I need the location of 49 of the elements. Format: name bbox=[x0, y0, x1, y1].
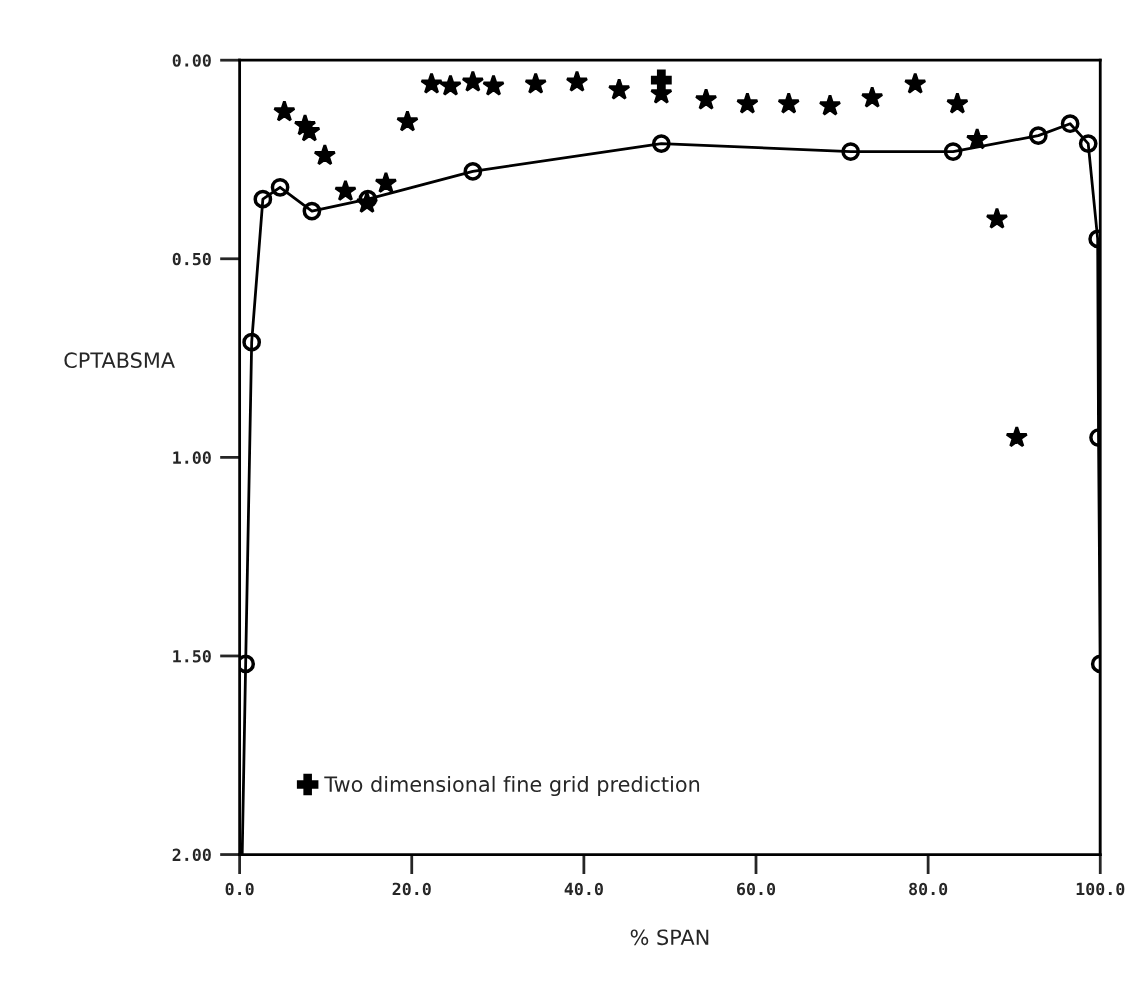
x-tick-label: 80.0 bbox=[909, 882, 948, 896]
point bbox=[270, 177, 290, 197]
point bbox=[334, 179, 357, 202]
point bbox=[396, 109, 419, 132]
point bbox=[463, 162, 483, 181]
y-tick-label: 0.50 bbox=[172, 252, 211, 266]
point bbox=[903, 72, 927, 94]
point bbox=[1028, 126, 1048, 146]
x-tick-label: 40.0 bbox=[564, 882, 603, 896]
point bbox=[860, 86, 884, 108]
x-tick-label: 0.0 bbox=[225, 882, 254, 896]
point bbox=[777, 92, 800, 114]
point bbox=[965, 127, 989, 150]
point bbox=[439, 74, 462, 96]
x-tick-label: 100.0 bbox=[1076, 882, 1125, 896]
point bbox=[943, 142, 963, 161]
point bbox=[565, 70, 589, 92]
point bbox=[273, 100, 296, 122]
point bbox=[253, 189, 273, 209]
legend-label: Two dimensional fine grid prediction bbox=[324, 775, 700, 797]
point bbox=[482, 74, 505, 96]
y-tick-label: 0.00 bbox=[172, 54, 211, 67]
y-tick-label: 1.50 bbox=[173, 649, 211, 663]
point bbox=[985, 207, 1009, 229]
point bbox=[1060, 114, 1080, 134]
point bbox=[242, 332, 262, 352]
point bbox=[1005, 425, 1029, 448]
point bbox=[461, 70, 485, 92]
point bbox=[736, 92, 759, 114]
x-tick-label: 60.0 bbox=[737, 882, 776, 896]
point bbox=[607, 78, 631, 100]
point bbox=[841, 142, 861, 161]
y-axis-title: CPTABSMA bbox=[64, 352, 175, 369]
point bbox=[650, 69, 672, 91]
point bbox=[374, 171, 398, 194]
point bbox=[298, 119, 321, 142]
point bbox=[694, 88, 718, 110]
point bbox=[302, 201, 322, 221]
y-tick-label: 1.00 bbox=[173, 451, 211, 464]
point bbox=[651, 134, 671, 153]
point bbox=[420, 72, 443, 94]
point bbox=[1078, 134, 1098, 153]
y-tick-label: 2.00 bbox=[172, 848, 211, 862]
point bbox=[818, 94, 842, 116]
x-tick-label: 20.0 bbox=[392, 882, 431, 896]
x-axis-title: % SPAN bbox=[630, 929, 709, 946]
point bbox=[946, 92, 969, 114]
point bbox=[524, 72, 547, 94]
point bbox=[313, 143, 337, 166]
